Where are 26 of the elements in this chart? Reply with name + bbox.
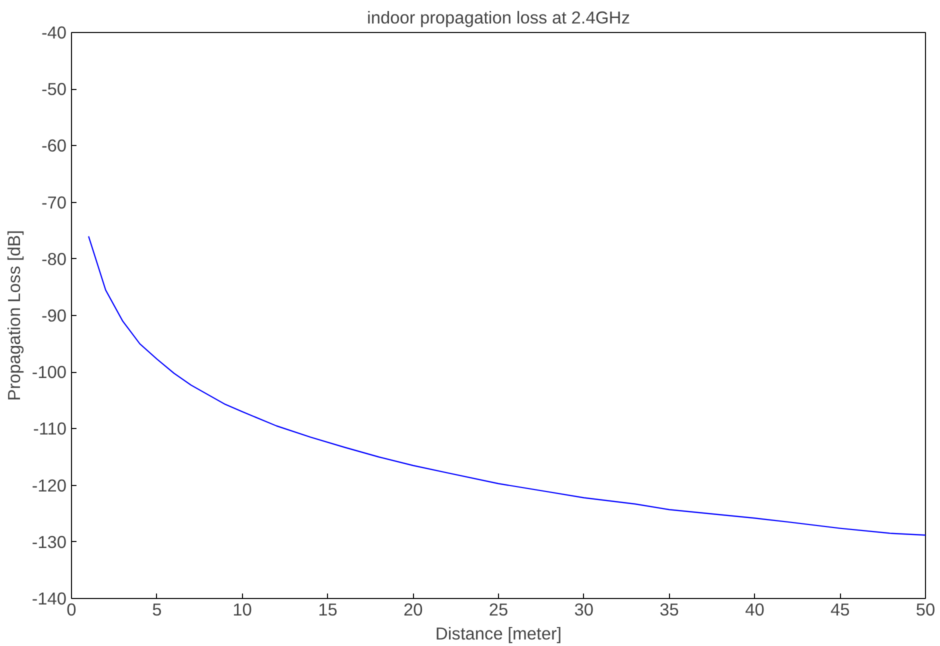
y-tick-label: -110 xyxy=(33,418,67,439)
x-tick-label: 40 xyxy=(745,600,764,620)
y-tick-label: -120 xyxy=(32,475,67,496)
x-tick-label: 45 xyxy=(830,600,850,620)
x-tick-label: 5 xyxy=(152,600,162,620)
y-tick-label: -80 xyxy=(41,248,66,269)
x-axis-title: Distance [meter] xyxy=(435,624,562,644)
y-tick-label: -40 xyxy=(41,22,66,42)
x-tick-label: 50 xyxy=(916,600,936,620)
x-tick-label: 0 xyxy=(66,600,76,620)
x-tick-label: 30 xyxy=(574,600,594,620)
x-tick-label: 20 xyxy=(403,600,423,620)
y-tick-label: -100 xyxy=(32,362,67,382)
x-tick-label: 35 xyxy=(660,600,679,620)
y-tick-label: -90 xyxy=(41,306,66,326)
x-tick-label: 25 xyxy=(488,600,508,620)
y-tick-label: -70 xyxy=(41,192,66,212)
y-tick-label: -140 xyxy=(32,588,67,608)
y-axis-title: Propagation Loss [dB] xyxy=(4,230,24,401)
y-tick-label: -130 xyxy=(32,532,67,552)
x-tick-label: 10 xyxy=(232,600,252,620)
chart-title: indoor propagation loss at 2.4GHz xyxy=(367,8,630,28)
y-tick-label: -50 xyxy=(41,79,66,100)
line-series xyxy=(88,236,926,536)
x-tick-label: 15 xyxy=(318,600,338,620)
y-tick-label: -60 xyxy=(41,136,66,156)
